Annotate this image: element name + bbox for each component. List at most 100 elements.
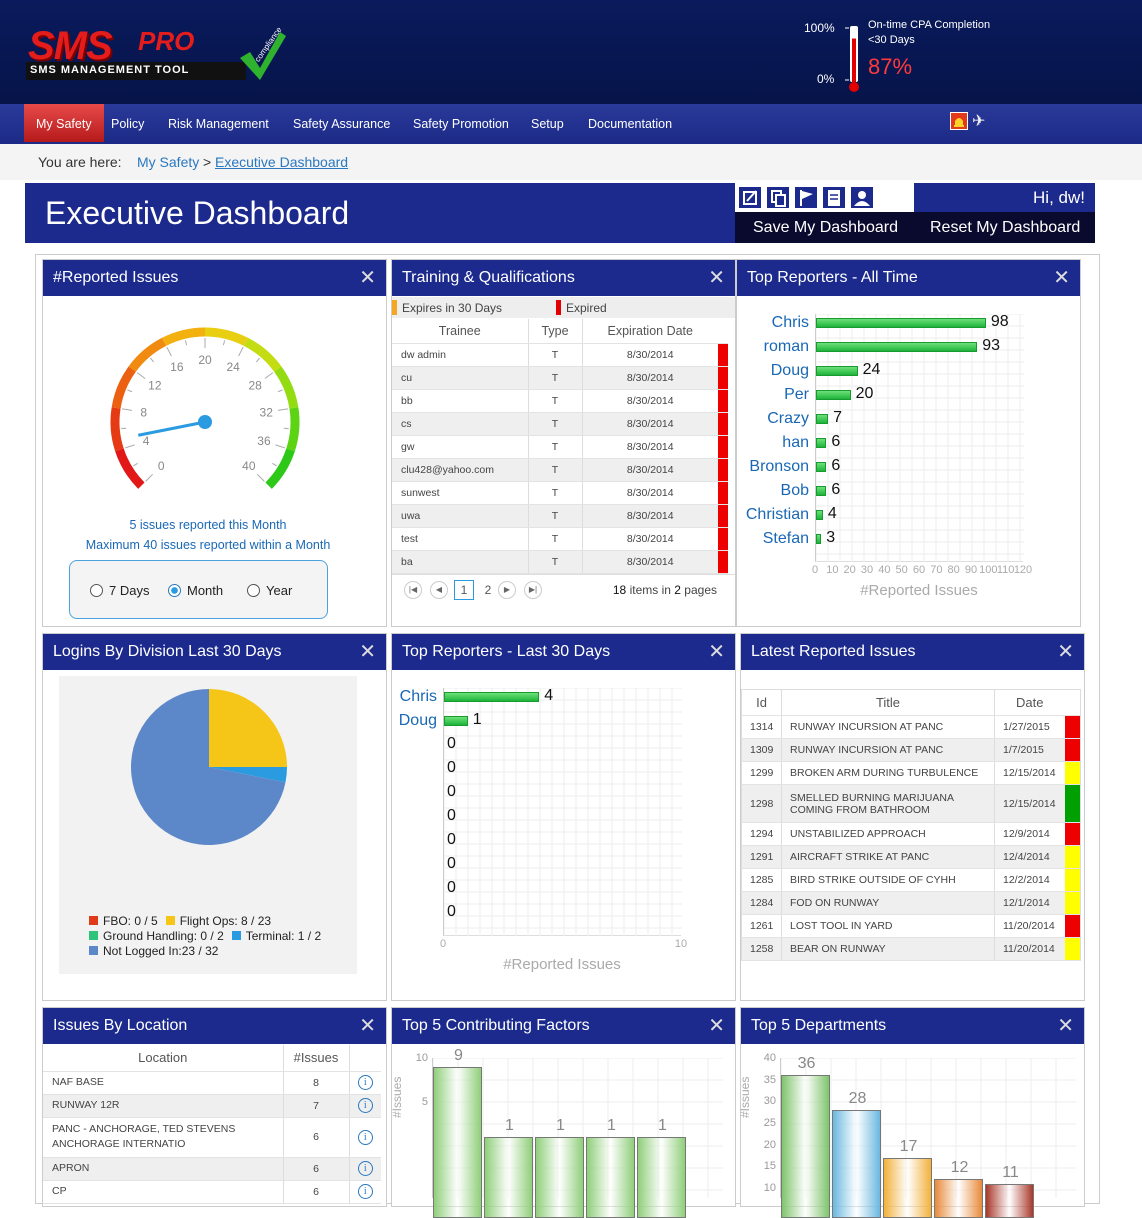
close-icon[interactable]: ✕: [708, 634, 725, 670]
edit-icon[interactable]: [738, 186, 762, 209]
bar[interactable]: [535, 1137, 584, 1218]
bar[interactable]: [816, 510, 823, 520]
col-expiration[interactable]: Expiration Date: [582, 319, 718, 343]
bar[interactable]: [816, 342, 977, 352]
bar[interactable]: [586, 1137, 635, 1218]
col-id[interactable]: Id: [742, 690, 782, 716]
info-icon[interactable]: i: [349, 1071, 381, 1094]
bar-label[interactable]: Bob: [725, 482, 809, 500]
bar[interactable]: [444, 692, 539, 702]
next-page-button[interactable]: ▶: [498, 581, 516, 599]
page-1[interactable]: 1: [454, 580, 474, 600]
bar-label[interactable]: Christian: [725, 506, 809, 524]
col-location[interactable]: Location: [43, 1045, 283, 1071]
radio-month-circle[interactable]: [168, 584, 181, 597]
radio-year[interactable]: Year: [247, 583, 292, 598]
bar[interactable]: [832, 1110, 881, 1218]
bar[interactable]: [883, 1158, 932, 1218]
bar-label[interactable]: Chris: [353, 688, 437, 706]
info-icon[interactable]: i: [349, 1180, 381, 1203]
bar-label[interactable]: Bronson: [725, 458, 809, 476]
copy-icon[interactable]: [766, 186, 790, 209]
bar[interactable]: [433, 1067, 482, 1218]
bar-label[interactable]: Crazy: [725, 410, 809, 428]
radio-7-days-circle[interactable]: [90, 584, 103, 597]
col-issues[interactable]: #Issues: [283, 1045, 349, 1071]
bar[interactable]: [985, 1184, 1034, 1218]
bar-label[interactable]: Chris: [725, 314, 809, 332]
close-icon[interactable]: ✕: [708, 1008, 725, 1044]
col-trainee[interactable]: Trainee: [392, 319, 528, 343]
nav-documentation[interactable]: Documentation: [588, 104, 672, 144]
bar-label[interactable]: Stefan: [725, 530, 809, 548]
document-icon[interactable]: [822, 186, 846, 209]
save-dashboard-button[interactable]: Save My Dashboard: [753, 219, 898, 237]
col-title[interactable]: Title: [782, 690, 995, 716]
bar[interactable]: [444, 716, 468, 726]
logo[interactable]: SMS PRO SMS MANAGEMENT TOOL compliance: [26, 26, 288, 82]
alert-bell-icon[interactable]: [950, 112, 968, 130]
bar[interactable]: [816, 390, 851, 400]
close-icon[interactable]: ✕: [359, 260, 376, 296]
close-icon[interactable]: ✕: [1057, 1008, 1074, 1044]
nav-setup[interactable]: Setup: [531, 104, 564, 144]
nav-risk-management[interactable]: Risk Management: [168, 104, 269, 144]
table-row[interactable]: PANC - ANCHORAGE, TED STEVENS ANCHORAGE …: [43, 1117, 381, 1157]
info-icon[interactable]: i: [349, 1094, 381, 1117]
user-icon[interactable]: [850, 186, 874, 209]
bar[interactable]: [484, 1137, 533, 1218]
page-2[interactable]: 2: [478, 580, 498, 600]
first-page-button[interactable]: |◀: [404, 581, 422, 599]
nav-my-safety[interactable]: My Safety: [24, 104, 104, 142]
pie-slice[interactable]: [209, 689, 287, 767]
nav-safety-promotion[interactable]: Safety Promotion: [413, 104, 509, 144]
close-icon[interactable]: ✕: [1057, 634, 1074, 670]
flag-icon[interactable]: [794, 186, 818, 209]
radio-month[interactable]: Month: [168, 583, 223, 598]
col-date[interactable]: Date: [995, 690, 1065, 716]
bar[interactable]: [637, 1137, 686, 1218]
radio-7-days[interactable]: 7 Days: [90, 583, 149, 598]
bar[interactable]: [816, 534, 821, 544]
breadcrumb-parent[interactable]: My Safety: [137, 154, 199, 170]
reset-dashboard-button[interactable]: Reset My Dashboard: [930, 219, 1080, 237]
radio-year-circle[interactable]: [247, 584, 260, 597]
bar[interactable]: [816, 486, 826, 496]
bar-label[interactable]: Doug: [353, 712, 437, 730]
bar[interactable]: [816, 462, 826, 472]
bar[interactable]: [816, 318, 986, 328]
bar[interactable]: [816, 438, 826, 448]
breadcrumb-current[interactable]: Executive Dashboard: [215, 154, 348, 170]
bar-label[interactable]: Doug: [725, 362, 809, 380]
bar[interactable]: [816, 366, 858, 376]
bar[interactable]: [934, 1179, 983, 1218]
nav-safety-assurance[interactable]: Safety Assurance: [293, 104, 390, 144]
bar[interactable]: [816, 414, 828, 424]
bar[interactable]: [781, 1075, 830, 1218]
airplane-icon[interactable]: ✈: [972, 114, 990, 132]
bar-label[interactable]: Per: [725, 386, 809, 404]
close-icon[interactable]: ✕: [359, 634, 376, 670]
close-icon[interactable]: ✕: [359, 1008, 376, 1044]
